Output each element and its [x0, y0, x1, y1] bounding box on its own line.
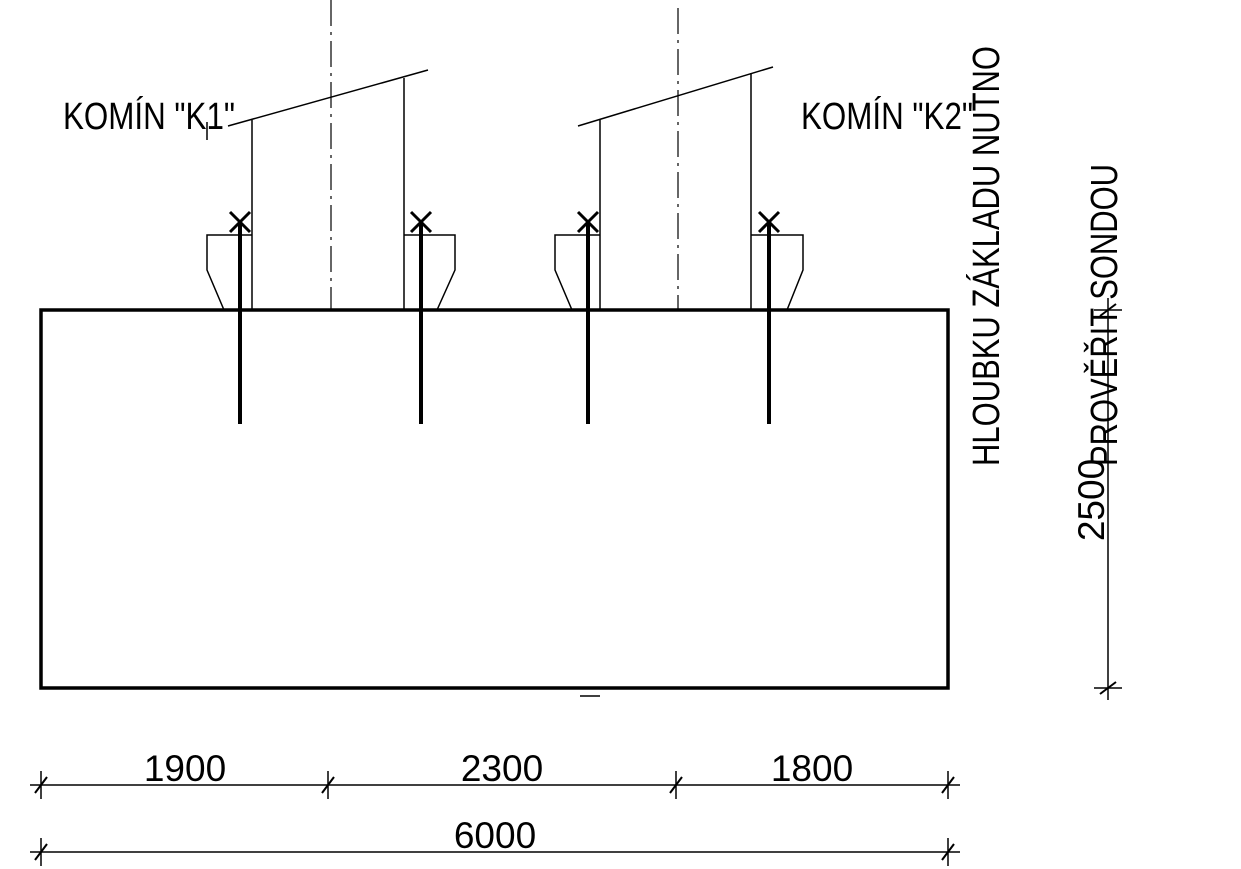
anchor-bar — [757, 210, 781, 424]
dimension-chain — [30, 771, 960, 799]
dimension-total-line — [30, 838, 960, 866]
chimney-k1-label: KOMÍN "K1" — [63, 95, 235, 138]
anchor-bar — [228, 210, 252, 424]
chimney-k2 — [554, 66, 804, 311]
dimension-6000: 6000 — [454, 815, 536, 856]
dimension-depth-line — [1094, 298, 1122, 700]
dimension-2500: 2500 — [1071, 459, 1112, 541]
anchor-bar — [409, 210, 433, 424]
dimension-1800: 1800 — [771, 748, 853, 789]
chimney-k2-label: KOMÍN "K2" — [801, 95, 973, 138]
anchor-bar — [576, 210, 600, 424]
depth-note-line1: HLOUBKU ZÁKLADU NUTNO — [965, 46, 1008, 466]
dimension-2300: 2300 — [461, 748, 543, 789]
dimension-1900: 1900 — [144, 748, 226, 789]
chimney-k1 — [206, 69, 456, 311]
foundation-block — [39, 308, 950, 690]
depth-note-line2: PROVĚŘIT SONDOU — [1083, 164, 1126, 466]
